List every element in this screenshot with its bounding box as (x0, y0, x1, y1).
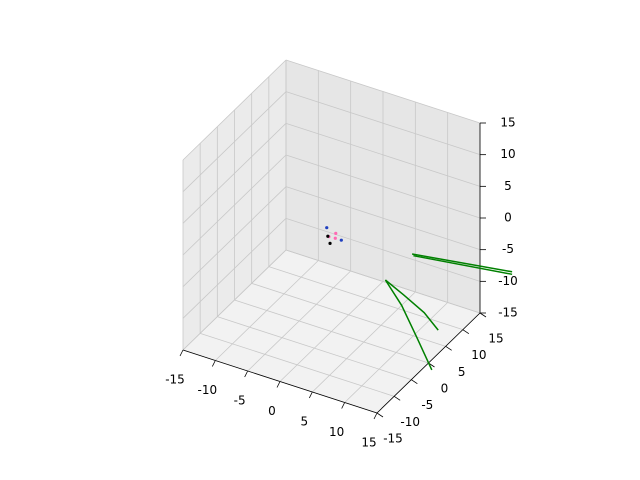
grid-line (285, 122, 481, 187)
z-tick-label: -15 (498, 306, 518, 320)
point (328, 241, 332, 245)
point (325, 226, 329, 230)
y-tick-label: 0 (441, 382, 449, 396)
tick-mark (276, 381, 281, 388)
tick-mark (341, 402, 346, 409)
x-tick-label: -15 (165, 373, 185, 387)
tick-mark (373, 412, 378, 420)
tick-mark (462, 329, 470, 334)
y-tick-label: -15 (383, 432, 403, 446)
grid-line (285, 91, 481, 156)
z-tick-label: 15 (500, 116, 515, 130)
grid-line (285, 154, 481, 219)
z-tick-label: 0 (504, 211, 512, 225)
y-tick-label: 5 (458, 365, 466, 379)
x-tick-label: 15 (361, 436, 376, 450)
x-tick-label: 0 (268, 404, 276, 418)
tick-mark (393, 396, 401, 401)
grid-line (182, 91, 287, 192)
x-axis-line (182, 349, 378, 414)
grid-line (182, 59, 287, 161)
z-tick-label: 5 (504, 179, 512, 193)
tick-mark (211, 360, 216, 367)
x-tick-label: -10 (198, 383, 218, 397)
grid-line (182, 249, 287, 351)
grid-line (182, 123, 287, 224)
grid-line (285, 186, 481, 251)
tick-mark (411, 379, 418, 384)
x-tick-label: -5 (234, 394, 246, 408)
line (413, 254, 513, 276)
y-tick-label: -10 (400, 415, 420, 429)
y-tick-label: 15 (488, 332, 503, 346)
y-tick-label: -5 (421, 398, 433, 412)
tick-mark (376, 412, 384, 418)
grid-line (234, 299, 429, 364)
line (384, 279, 439, 331)
grid-line (182, 154, 287, 256)
y-tick-label: 10 (471, 348, 486, 362)
grid-line (285, 217, 481, 282)
line (384, 279, 433, 371)
tick-mark (445, 346, 452, 351)
point (333, 236, 337, 240)
point (334, 231, 338, 235)
grid-line (217, 316, 412, 381)
z-tick-label: 10 (500, 147, 515, 161)
grid-line (182, 218, 287, 319)
x-tick-label: 5 (301, 415, 309, 429)
grid-line (285, 59, 481, 124)
tick-mark (244, 370, 249, 378)
z-tick-label: -5 (502, 242, 514, 256)
line (411, 253, 513, 273)
tick-mark (308, 391, 313, 399)
point (326, 234, 330, 238)
z-tick-label: -10 (498, 274, 518, 288)
point (339, 238, 343, 242)
grid-line (182, 186, 287, 287)
tick-mark (179, 349, 184, 357)
x-tick-label: 10 (329, 425, 344, 439)
grid-line (285, 249, 481, 314)
grid-line (251, 282, 446, 347)
grid-line (268, 266, 463, 331)
tick-mark (479, 312, 487, 318)
grid-line (200, 332, 395, 397)
